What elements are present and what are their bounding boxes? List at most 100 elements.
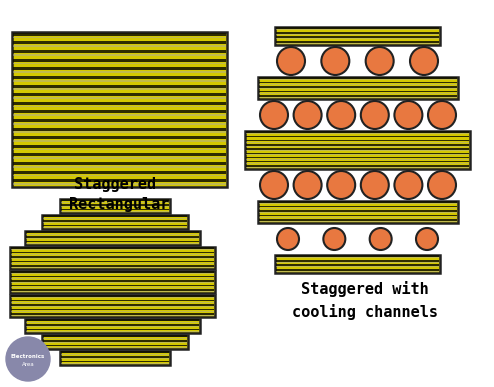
Bar — [13, 166, 226, 168]
Bar — [10, 271, 215, 293]
Ellipse shape — [327, 101, 355, 129]
Bar — [276, 43, 439, 44]
Bar — [246, 152, 469, 154]
Bar — [13, 153, 226, 156]
Bar — [258, 77, 458, 99]
Bar — [246, 137, 469, 139]
Bar — [259, 202, 457, 203]
Bar — [61, 356, 169, 358]
Text: Staggered with
cooling channels: Staggered with cooling channels — [292, 281, 438, 320]
Ellipse shape — [277, 47, 305, 75]
Bar — [13, 114, 226, 116]
Bar — [11, 302, 214, 303]
Bar — [13, 59, 226, 62]
Bar — [275, 27, 440, 45]
Bar — [276, 257, 439, 259]
Bar — [246, 132, 469, 133]
Bar — [11, 287, 214, 288]
Bar — [11, 280, 214, 282]
Bar — [11, 247, 214, 249]
Bar — [25, 231, 200, 245]
Bar — [43, 337, 187, 339]
Bar — [26, 331, 199, 332]
Bar — [13, 136, 226, 139]
Bar — [246, 154, 469, 155]
Bar — [276, 41, 439, 43]
Bar — [61, 209, 169, 211]
Bar — [11, 265, 214, 267]
Bar — [61, 211, 169, 212]
Bar — [43, 220, 187, 222]
Bar — [13, 140, 226, 142]
Bar — [246, 142, 469, 143]
Bar — [11, 289, 214, 291]
Bar — [11, 276, 214, 277]
Bar — [43, 222, 187, 223]
Bar — [11, 258, 214, 259]
Bar — [276, 34, 439, 35]
Bar — [246, 146, 469, 147]
Bar — [13, 76, 226, 79]
Bar — [13, 157, 226, 159]
Bar — [11, 285, 214, 286]
Ellipse shape — [370, 228, 392, 250]
Bar — [275, 255, 440, 273]
Ellipse shape — [428, 101, 456, 129]
Bar — [276, 260, 439, 262]
Bar — [259, 79, 457, 80]
Bar — [13, 88, 226, 90]
Bar — [276, 36, 439, 38]
Text: Staggered: Staggered — [74, 177, 156, 192]
Ellipse shape — [293, 171, 322, 199]
Ellipse shape — [277, 228, 299, 250]
Bar — [13, 171, 226, 174]
Bar — [13, 41, 226, 45]
Bar — [26, 241, 199, 242]
Bar — [11, 267, 214, 268]
Bar — [259, 91, 457, 92]
Bar — [13, 63, 226, 64]
Bar — [12, 32, 227, 187]
Bar — [26, 236, 199, 238]
Bar — [276, 271, 439, 272]
Bar — [13, 54, 226, 56]
Bar — [259, 84, 457, 85]
Bar — [13, 183, 226, 185]
Bar — [246, 136, 469, 137]
Ellipse shape — [416, 228, 438, 250]
Bar — [13, 33, 226, 36]
Bar — [10, 295, 215, 317]
Bar — [276, 262, 439, 263]
Circle shape — [6, 337, 50, 381]
Bar — [13, 149, 226, 151]
Bar — [11, 311, 214, 312]
Bar — [246, 157, 469, 158]
Bar — [61, 206, 169, 207]
Bar — [13, 132, 226, 133]
Ellipse shape — [327, 171, 355, 199]
Ellipse shape — [260, 171, 288, 199]
Bar — [13, 84, 226, 87]
Bar — [276, 255, 439, 257]
Bar — [42, 335, 188, 349]
Bar — [43, 347, 187, 348]
Bar — [43, 342, 187, 343]
Bar — [13, 119, 226, 122]
Bar — [61, 361, 169, 363]
Bar — [43, 216, 187, 217]
Bar — [13, 179, 226, 182]
Bar — [11, 295, 214, 297]
Bar — [11, 252, 214, 253]
Bar — [246, 167, 469, 168]
Bar — [61, 358, 169, 359]
Bar — [43, 225, 187, 226]
Bar — [60, 351, 170, 365]
Bar — [11, 291, 214, 292]
Text: Rectangular: Rectangular — [69, 197, 169, 212]
Bar — [11, 278, 214, 279]
Ellipse shape — [324, 228, 345, 250]
Bar — [13, 175, 226, 176]
Bar — [43, 340, 187, 342]
Bar — [42, 215, 188, 229]
Bar — [13, 80, 226, 82]
